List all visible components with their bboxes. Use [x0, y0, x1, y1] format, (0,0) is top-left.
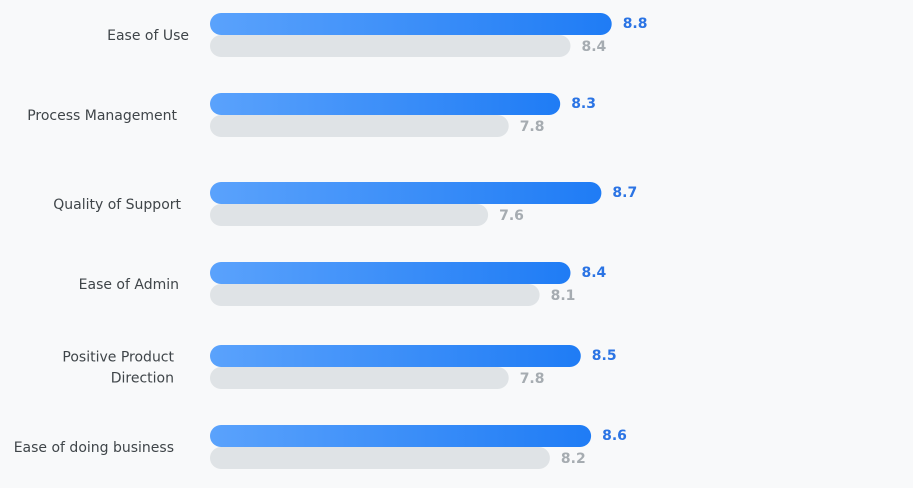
- category-label: Ease of Use: [107, 28, 189, 44]
- bar-primary: [210, 262, 571, 284]
- value-label-primary: 8.3: [571, 96, 596, 112]
- value-label-secondary: 7.8: [520, 119, 545, 135]
- bar-primary: [210, 182, 602, 204]
- category-label: Quality of Support: [53, 197, 181, 213]
- category-label: Positive Product: [62, 350, 174, 366]
- value-label-primary: 8.5: [592, 348, 617, 364]
- value-label-secondary: 7.6: [499, 208, 524, 224]
- bar-primary: [210, 13, 612, 35]
- value-label-primary: 8.7: [612, 185, 637, 201]
- bar-primary: [210, 425, 592, 447]
- bar-primary: [210, 345, 581, 367]
- category-label: Direction: [111, 371, 174, 387]
- value-label-primary: 8.4: [582, 265, 607, 281]
- bar-secondary: [210, 447, 550, 469]
- bar-secondary: [210, 115, 509, 137]
- value-label-secondary: 7.8: [520, 371, 545, 387]
- category-label: Process Management: [27, 108, 177, 124]
- bar-secondary: [210, 204, 489, 226]
- value-label-primary: 8.6: [602, 428, 627, 444]
- bar-secondary: [210, 367, 509, 389]
- bar-primary: [210, 93, 561, 115]
- value-label-secondary: 8.2: [561, 451, 586, 467]
- value-label-secondary: 8.1: [551, 288, 576, 304]
- category-label: Ease of Admin: [79, 277, 179, 293]
- value-label-secondary: 8.4: [582, 39, 607, 55]
- category-label: Ease of doing business: [14, 440, 174, 456]
- bar-secondary: [210, 284, 540, 306]
- bar-secondary: [210, 35, 571, 57]
- value-label-primary: 8.8: [623, 16, 648, 32]
